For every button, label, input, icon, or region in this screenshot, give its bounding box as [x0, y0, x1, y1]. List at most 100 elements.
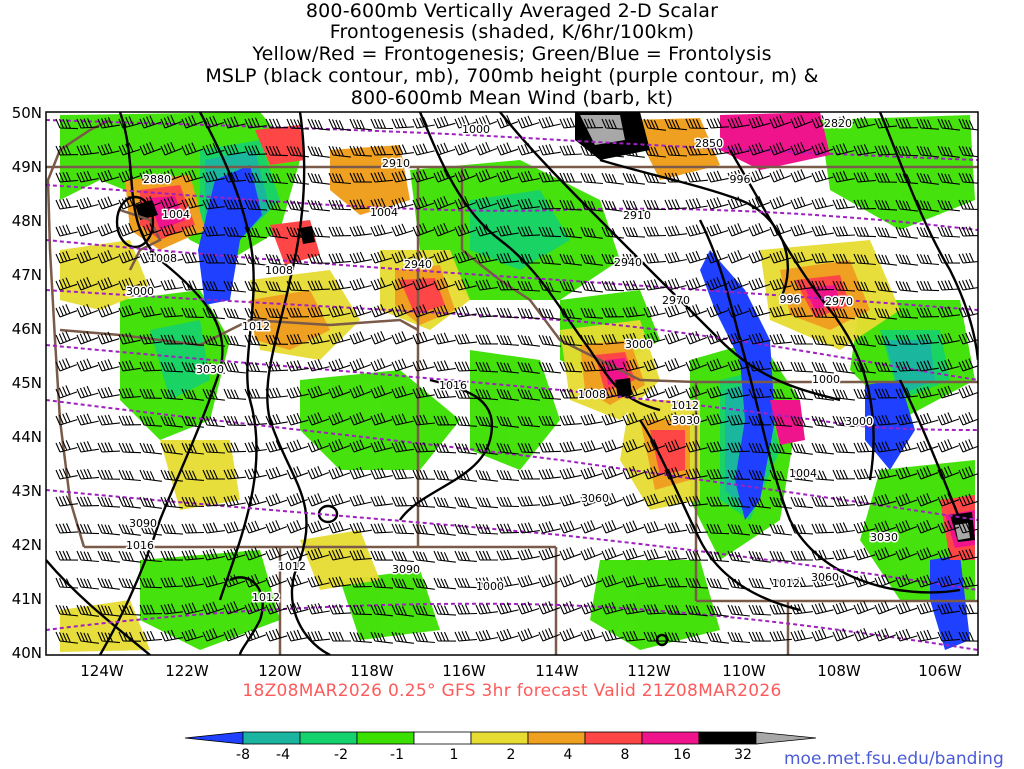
- svg-text:1012: 1012: [278, 560, 306, 573]
- svg-text:1000: 1000: [812, 373, 840, 386]
- lat-label: 41N: [11, 590, 42, 608]
- lat-label: 47N: [11, 266, 42, 284]
- height-label: 3030: [196, 363, 224, 376]
- height-label: 3060: [581, 492, 609, 505]
- colorbar-label: -8: [236, 747, 250, 763]
- lon-label: 122W: [165, 662, 209, 680]
- height-label: 2940: [404, 258, 432, 271]
- colorbar-segment: [698, 731, 757, 745]
- colorbar-segment: [584, 731, 643, 745]
- height-label: 2850: [695, 137, 723, 150]
- lat-label: 45N: [11, 374, 42, 392]
- colorbar-label: 16: [673, 747, 691, 763]
- svg-text:1004: 1004: [370, 206, 398, 219]
- svg-text:1008: 1008: [149, 252, 177, 265]
- title-line-4: MSLP (black contour, mb), 700mb height (…: [205, 65, 819, 87]
- lon-label: 118W: [350, 662, 394, 680]
- colorbar-label: 32: [734, 747, 752, 763]
- lon-label: 120W: [258, 662, 302, 680]
- height-label: 3000: [126, 285, 154, 298]
- mslp-label: 1008: [264, 263, 295, 279]
- svg-text:996: 996: [780, 293, 801, 306]
- lat-label: 48N: [11, 212, 42, 230]
- colorbar-label: -2: [334, 747, 348, 763]
- colorbar-label: 8: [620, 747, 630, 763]
- title-line-5: 800-600mb Mean Wind (barb, kt): [350, 87, 674, 109]
- svg-text:1012: 1012: [772, 577, 800, 590]
- colorbar-label: 1: [449, 747, 459, 763]
- lon-label: 124W: [80, 662, 124, 680]
- mslp-label: 1004: [369, 205, 400, 221]
- mslp-label: 1008: [148, 251, 179, 267]
- height-label: 3090: [392, 563, 420, 576]
- colorbar-segment: [470, 731, 529, 745]
- colorbar-segment: [527, 731, 586, 745]
- colorbar-segment: [242, 731, 301, 745]
- height-label: 2820: [824, 117, 852, 130]
- shaded-field: [46, 112, 978, 655]
- height-label: 3090: [129, 517, 157, 530]
- mslp-label: 1004: [788, 466, 819, 482]
- svg-text:1000: 1000: [476, 580, 504, 593]
- colorbar: [184, 731, 817, 745]
- plot-frame: [45, 111, 979, 656]
- svg-text:1012: 1012: [252, 591, 280, 604]
- svg-text:996: 996: [730, 173, 751, 186]
- colorbar-segment: [755, 731, 817, 745]
- mslp-label: 1000: [475, 579, 506, 595]
- height-label: 2880: [143, 173, 171, 186]
- height-label: 2940: [614, 256, 642, 269]
- title-line-2: Frontogenesis (shaded, K/6hr/100km): [329, 21, 695, 43]
- svg-text:1016: 1016: [126, 539, 154, 552]
- height-label: 2910: [382, 157, 410, 170]
- lon-label: 106W: [918, 662, 962, 680]
- mslp-label: 1012: [771, 576, 802, 592]
- mslp-label: 996: [728, 172, 752, 188]
- title-line-1: 800-600mb Vertically Averaged 2-D Scalar: [305, 0, 719, 22]
- svg-text:1012: 1012: [242, 320, 270, 333]
- colorbar-label: -1: [390, 747, 404, 763]
- height-label: 2970: [662, 294, 690, 307]
- svg-text:1008: 1008: [265, 264, 293, 277]
- lon-label: 114W: [535, 662, 579, 680]
- height-label: 3030: [870, 531, 898, 544]
- colorbar-segment: [413, 731, 472, 745]
- lon-label: 110W: [722, 662, 766, 680]
- mslp-label: 1004: [161, 207, 192, 223]
- svg-text:1004: 1004: [789, 467, 817, 480]
- mslp-label: 1000: [461, 122, 492, 138]
- credit-link[interactable]: moe.met.fsu.edu/banding: [784, 749, 1004, 769]
- mslp-label: 1012: [241, 319, 272, 335]
- colorbar-segment: [356, 731, 415, 745]
- colorbar-segment: [299, 731, 358, 745]
- lon-label: 108W: [817, 662, 861, 680]
- mslp-label: 996: [778, 292, 802, 308]
- colorbar-segment: [184, 731, 244, 745]
- colorbar-label: -4: [276, 747, 290, 763]
- svg-text:1004: 1004: [162, 208, 190, 221]
- colorbar-label: 4: [563, 747, 573, 763]
- mslp-label: 1012: [670, 398, 701, 414]
- height-label: 3000: [625, 338, 653, 351]
- mslp-label: 1000: [811, 372, 842, 388]
- mslp-label: 1012: [251, 590, 282, 606]
- lat-label: 49N: [11, 158, 42, 176]
- mslp-label: 1016: [125, 538, 156, 554]
- lat-label: 40N: [11, 644, 42, 662]
- lat-label: 42N: [11, 536, 42, 554]
- svg-text:1008: 1008: [578, 388, 606, 401]
- height-label: 3030: [672, 414, 700, 427]
- wind-barbs: [55, 114, 978, 644]
- height-label: 3000: [845, 415, 873, 428]
- title-line-3: Yellow/Red = Frontogenesis; Green/Blue =…: [252, 43, 772, 65]
- height-label: 2970: [825, 295, 853, 308]
- colorbar-segment: [641, 731, 700, 745]
- mslp-label: 1012: [277, 559, 308, 575]
- svg-text:1000: 1000: [462, 123, 490, 136]
- lat-label: 44N: [11, 428, 42, 446]
- svg-text:1012: 1012: [671, 399, 699, 412]
- mslp-label: 1008: [577, 387, 608, 403]
- lon-label: 116W: [442, 662, 486, 680]
- mslp-contours: [46, 112, 978, 655]
